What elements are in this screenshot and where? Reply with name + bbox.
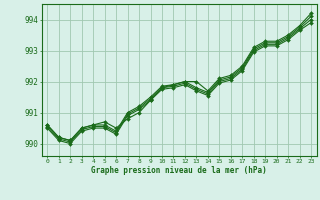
X-axis label: Graphe pression niveau de la mer (hPa): Graphe pression niveau de la mer (hPa) [91,166,267,175]
